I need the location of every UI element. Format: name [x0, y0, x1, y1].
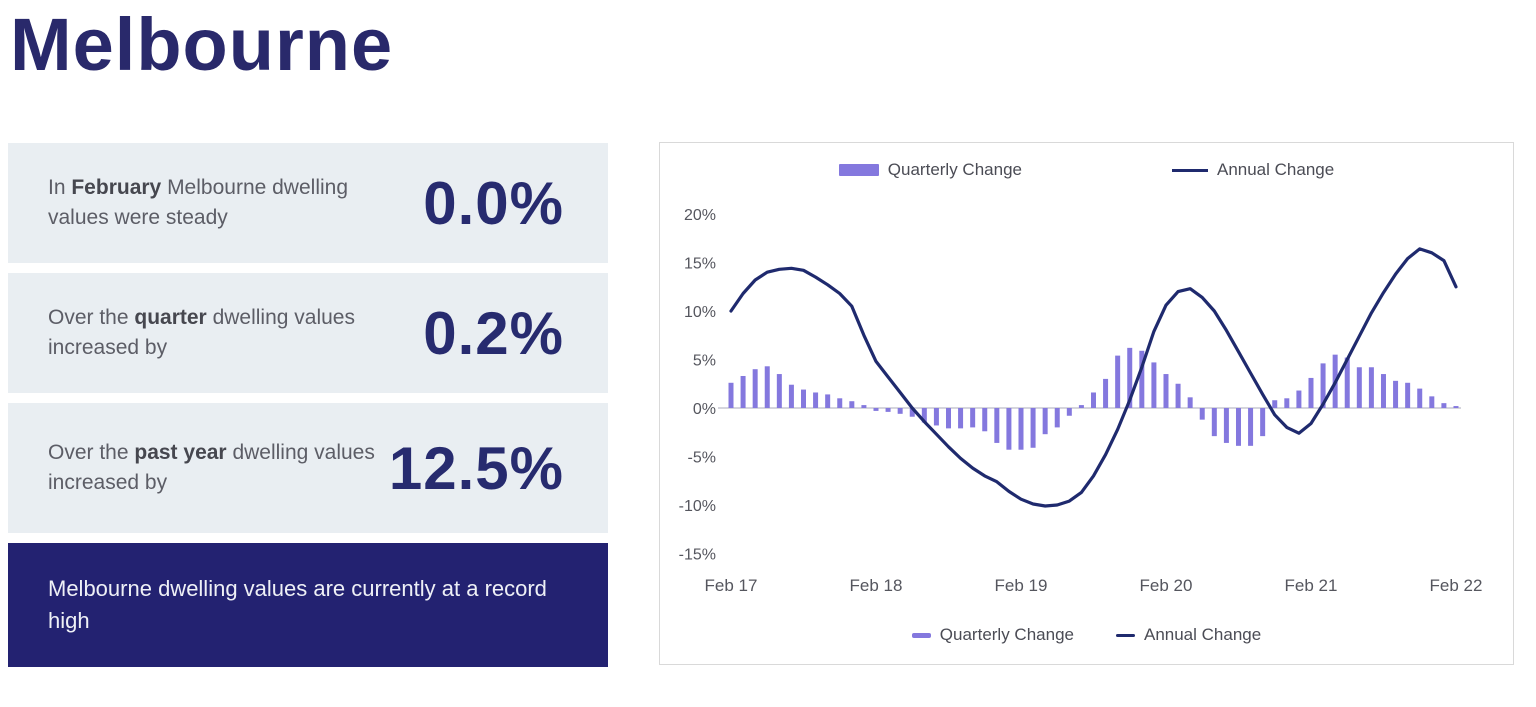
legend-label-quarterly: Quarterly Change	[887, 160, 1022, 179]
svg-text:0%: 0%	[693, 401, 716, 418]
svg-text:-15%: -15%	[679, 547, 716, 564]
legend-label-annual: Annual Change	[1216, 160, 1335, 179]
legend-bottom-item-quarterly: Quarterly Change	[911, 625, 1074, 645]
svg-text:-10%: -10%	[679, 498, 716, 515]
dwelling-values-chart: 20% 15% 10% 5% 0% -5% -10% -15% Feb 17 Feb 18 Feb …	[679, 207, 1483, 595]
legend-bottom-label-quarterly: Quarterly Change	[939, 625, 1074, 644]
stat-text-annual: Over the past year dwelling values incre…	[48, 441, 375, 494]
svg-text:Feb 22: Feb 22	[1430, 576, 1483, 595]
stat-value-quarterly: 0.2%	[423, 299, 564, 367]
quarterly-dash-swatch-icon	[911, 632, 931, 638]
svg-text:10%: 10%	[684, 304, 716, 321]
page-title: Melbourne	[10, 3, 394, 86]
stat-card-annual: Over the past year dwelling values incre…	[8, 403, 608, 533]
record-high-banner-text: Melbourne dwelling values are currently …	[48, 576, 547, 633]
stat-card-monthly: In February Melbourne dwelling values we…	[8, 143, 608, 263]
legend-bottom-label-annual: Annual Change	[1143, 625, 1262, 644]
svg-text:Feb 21: Feb 21	[1285, 576, 1338, 595]
chart-card: Quarterly Change Annual Change 20% 15% 10%…	[659, 142, 1514, 665]
svg-text:Feb 20: Feb 20	[1140, 576, 1193, 595]
stat-value-annual: 12.5%	[388, 434, 564, 502]
svg-text:15%: 15%	[684, 256, 716, 273]
legend-bottom-item-annual: Annual Change	[1115, 625, 1262, 645]
stat-text-quarterly: Over the quarter dwelling values increas…	[48, 306, 355, 359]
chart-legend-bottom: Quarterly Change Annual Change	[660, 625, 1513, 645]
stat-text-monthly: In February Melbourne dwelling values we…	[48, 176, 349, 229]
svg-text:-5%: -5%	[688, 450, 716, 467]
legend-item-annual: Annual Change	[1171, 160, 1335, 180]
annual-dash-swatch-icon	[1115, 633, 1135, 637]
quarterly-bar-swatch-icon	[838, 164, 879, 176]
svg-text:20%: 20%	[684, 207, 716, 224]
record-high-banner: Melbourne dwelling values are currently …	[8, 543, 608, 667]
chart-legend-top: Quarterly Change Annual Change	[660, 160, 1513, 180]
stat-value-monthly: 0.0%	[423, 169, 564, 237]
legend-item-quarterly: Quarterly Change	[838, 160, 1022, 180]
svg-text:5%: 5%	[693, 353, 716, 370]
svg-text:Feb 19: Feb 19	[995, 576, 1048, 595]
annual-line-swatch-icon	[1171, 168, 1208, 172]
svg-text:Feb 18: Feb 18	[850, 576, 903, 595]
svg-text:Feb 17: Feb 17	[705, 576, 758, 595]
stat-card-quarterly: Over the quarter dwelling values increas…	[8, 273, 608, 393]
